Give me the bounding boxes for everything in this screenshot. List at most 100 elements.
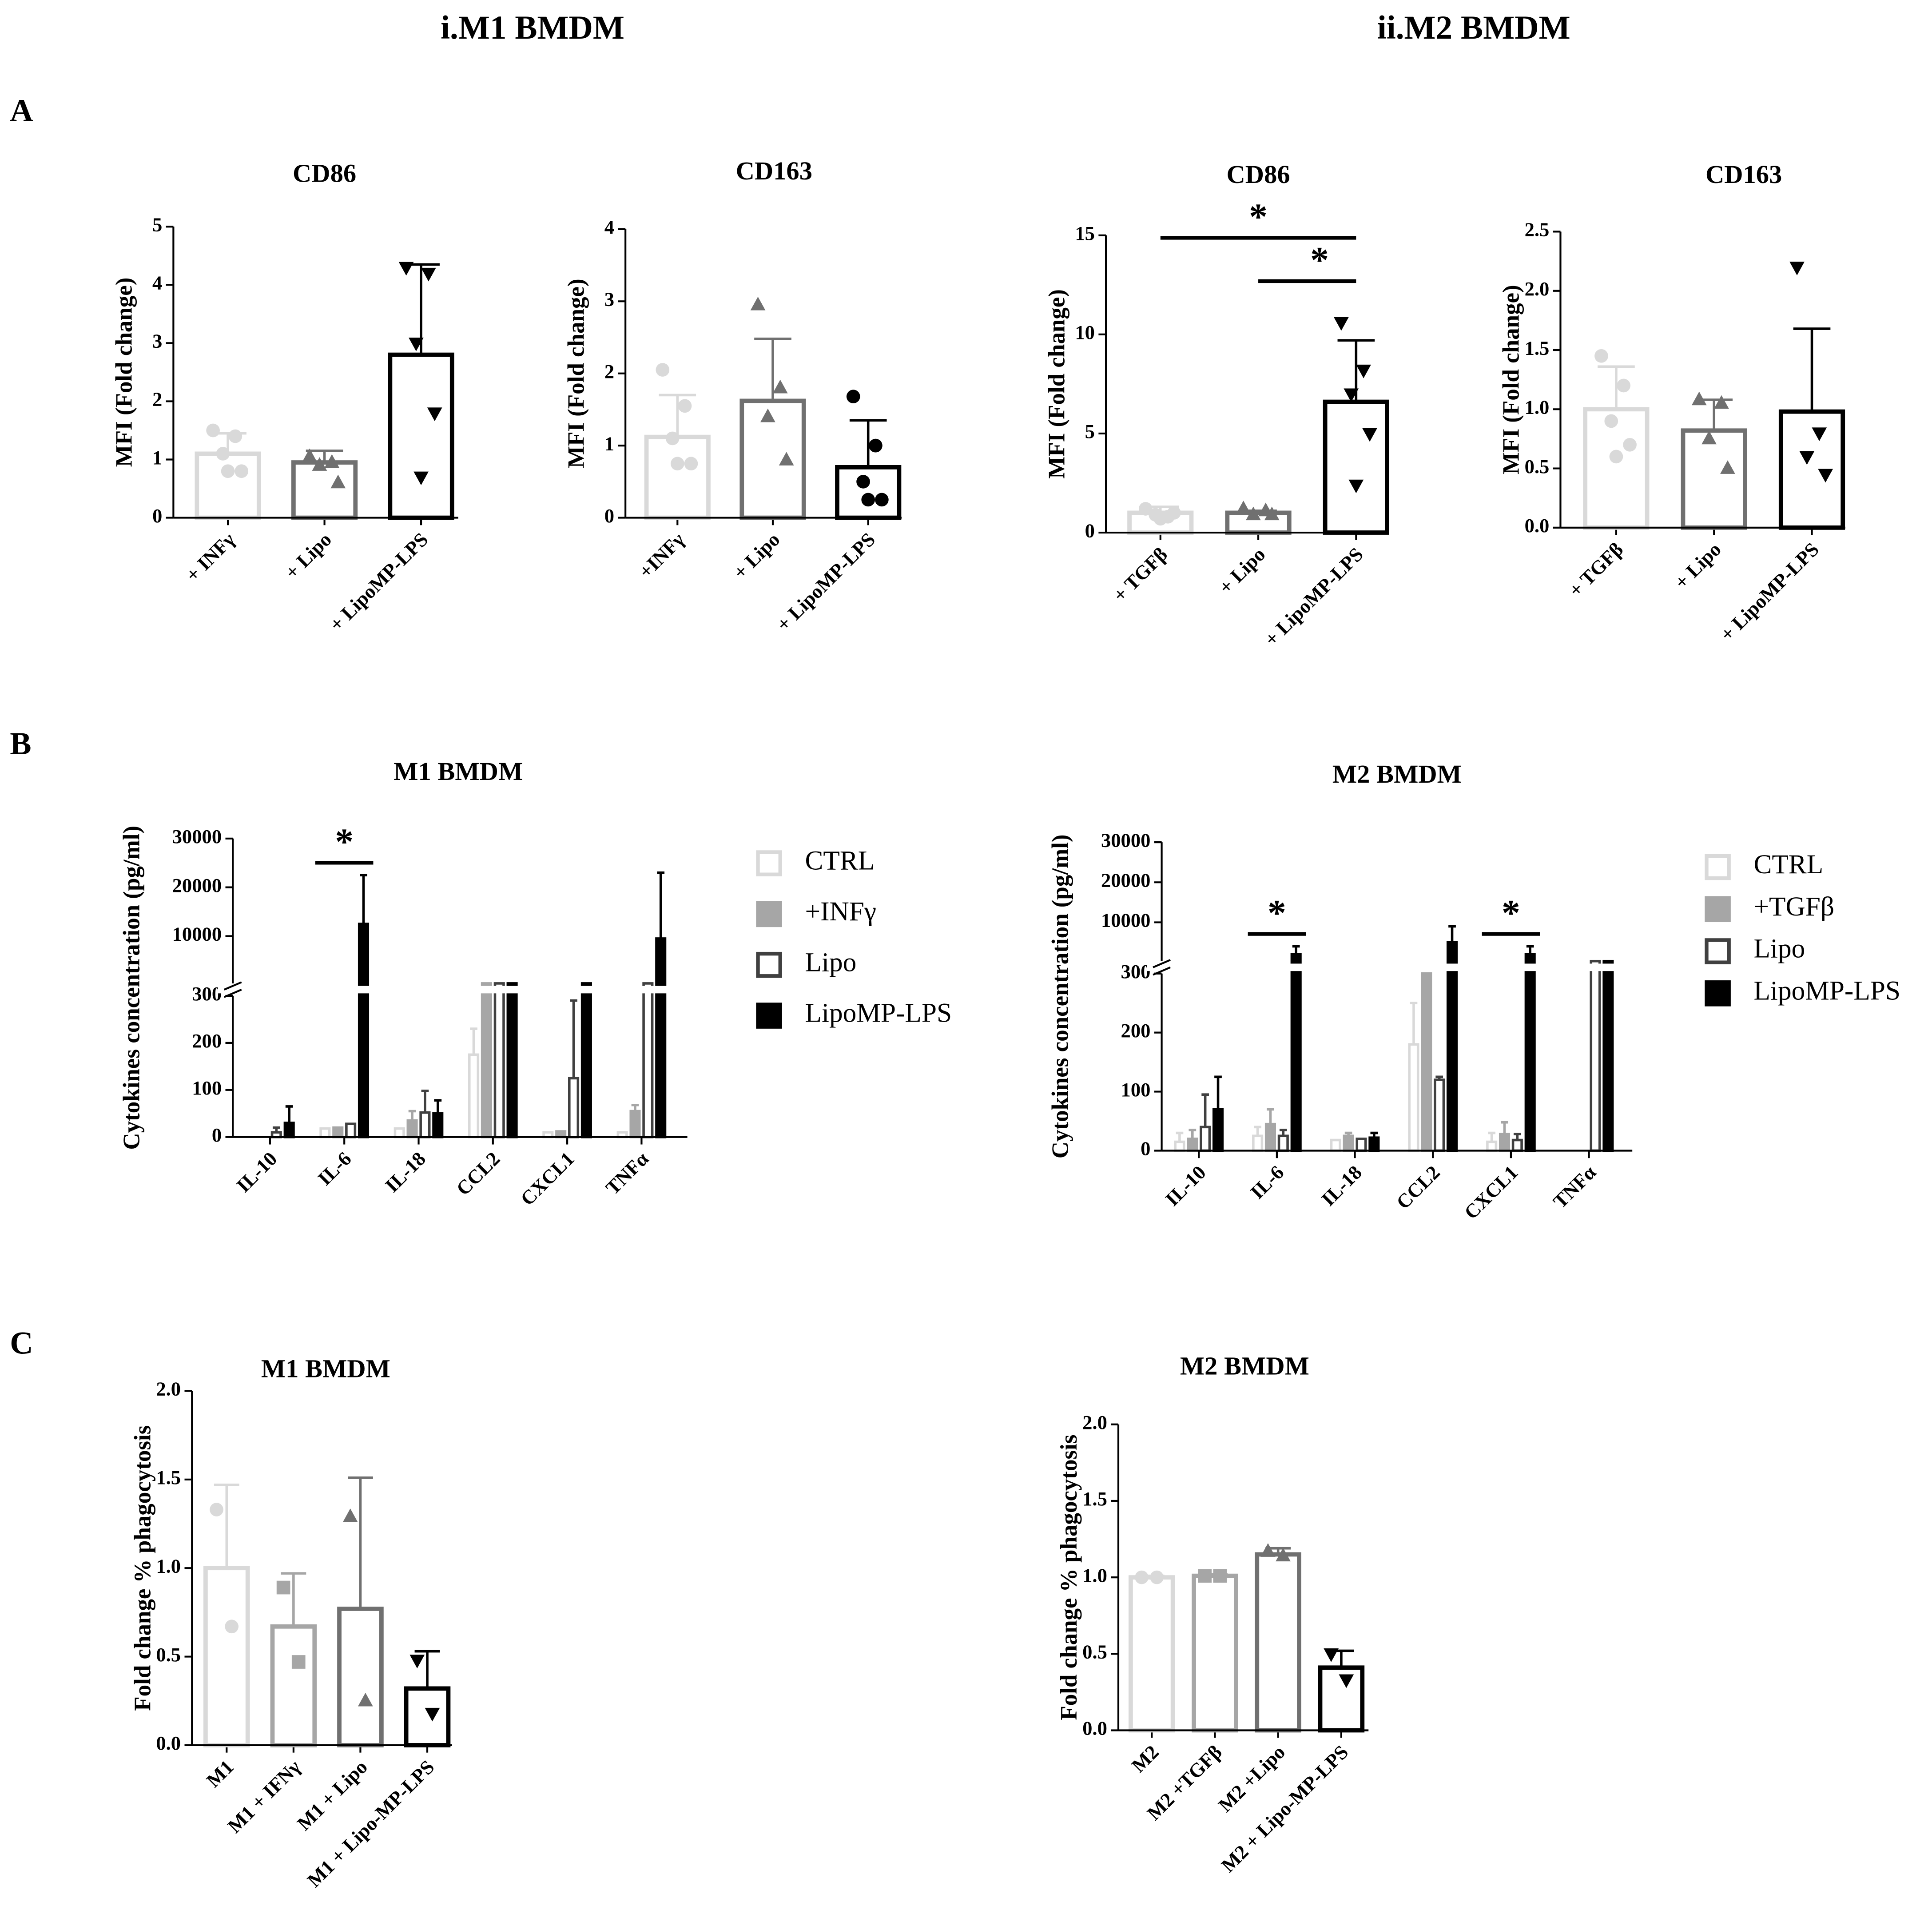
y-axis-label: MFI (Fold change): [1499, 285, 1524, 474]
legend-swatch: [756, 850, 782, 876]
bar: [319, 1127, 331, 1138]
y-tick-label: 1.0: [156, 1555, 181, 1577]
data-point: [772, 379, 788, 394]
bar: [388, 352, 454, 520]
y-tick-label: 200: [192, 1030, 222, 1052]
data-point: [1594, 349, 1608, 363]
data-point: [779, 452, 794, 466]
y-tick-label: 0: [1085, 519, 1095, 541]
bar: [1264, 1122, 1276, 1152]
bar: [1200, 1126, 1211, 1152]
data-point: [678, 399, 692, 413]
chart-title: M1 BMDM: [261, 1354, 390, 1383]
bar: [568, 1077, 580, 1138]
data-point: [1138, 502, 1153, 516]
break-mark: [1153, 959, 1171, 968]
y-tick-label: 2: [604, 360, 614, 382]
y-tick-label: 15: [1075, 222, 1095, 244]
data-point: [421, 267, 436, 282]
y-tick-label: 0: [1141, 1138, 1150, 1160]
x-tick-label: + TGFβ: [1109, 543, 1172, 606]
x-tick-label: +INFγ: [634, 528, 689, 583]
bar: [1681, 428, 1747, 530]
data-point: [1812, 427, 1827, 442]
bar: [1511, 1138, 1523, 1152]
significance-star: *: [1502, 892, 1520, 934]
y-axis-label: Cytokines concentration (pg/ml): [119, 826, 144, 1150]
data-point: [684, 457, 698, 471]
data-point: [750, 297, 766, 310]
x-tick-label: + Lipo: [1670, 538, 1725, 593]
y-tick-label: 200: [1121, 1019, 1151, 1042]
y-tick-label: 1.5: [1525, 337, 1550, 359]
chart-title: CD86: [1227, 160, 1290, 189]
legend-label: +INFγ: [805, 896, 877, 927]
x-tick-label: + LipoMP-LPS: [772, 528, 879, 636]
x-tick-label: + TGFβ: [1564, 538, 1627, 601]
y-tick-label: 2.0: [1525, 278, 1550, 300]
x-tick-label: TNFα: [601, 1147, 653, 1199]
x-tick-label: CCL2: [1392, 1161, 1444, 1214]
x-tick-label: IL-10: [1161, 1161, 1210, 1210]
chart-title: M2 BMDM: [1180, 1352, 1309, 1381]
y-tick-label: 1.0: [1082, 1564, 1107, 1586]
break-mark: [223, 981, 242, 991]
bar: [1499, 1133, 1511, 1152]
data-point: [427, 407, 442, 422]
y-tick-label: 2.5: [1525, 219, 1550, 241]
data-point: [210, 1503, 223, 1516]
data-point: [228, 429, 242, 443]
data-point: [656, 363, 670, 377]
legend-label: Lipo: [805, 947, 857, 977]
y-tick-label: 0.0: [156, 1732, 181, 1754]
bar: [1524, 953, 1536, 1152]
bar: [1330, 1138, 1341, 1152]
data-point: [398, 262, 414, 276]
y-tick-label: 1: [152, 446, 162, 469]
chart-title: CD163: [736, 156, 812, 185]
legend-swatch: [1705, 938, 1731, 964]
chart-title: M2 BMDM: [1332, 760, 1462, 788]
y-tick-label: 4: [604, 216, 614, 238]
legend-swatch: [1705, 854, 1731, 880]
data-point: [1324, 1648, 1339, 1662]
data-point: [225, 1620, 239, 1634]
y-tick-label: 1.0: [1525, 396, 1550, 418]
y-tick-label: 10000: [1101, 909, 1151, 931]
data-point: [1604, 414, 1618, 428]
data-point: [1799, 451, 1815, 465]
x-tick-label: M1 + IFNγ: [223, 1755, 305, 1837]
bar: [1356, 1138, 1367, 1152]
bar: [1583, 407, 1650, 530]
data-point: [1348, 479, 1364, 493]
y-tick-label: 5: [152, 214, 162, 236]
y-tick-label: 1.5: [1082, 1488, 1107, 1510]
x-tick-label: CXCL1: [1460, 1161, 1523, 1224]
data-point: [324, 454, 340, 468]
data-point: [1720, 460, 1735, 474]
y-tick-label: 0.0: [1082, 1717, 1107, 1739]
bar: [1590, 959, 1601, 1152]
y-tick-label: 30000: [172, 825, 222, 848]
bar: [406, 1119, 418, 1138]
data-point: [1362, 428, 1377, 442]
data-point: [235, 464, 249, 478]
y-tick-label: 10: [1075, 321, 1095, 343]
bar: [291, 460, 358, 520]
x-tick-label: IL-10: [232, 1147, 282, 1197]
data-point: [1334, 317, 1349, 331]
legend-label: LipoMP-LPS: [805, 998, 952, 1028]
panel-label: B: [10, 725, 31, 761]
bar: [506, 982, 518, 1138]
x-tick-label: M2: [1127, 1741, 1163, 1777]
y-tick-label: 0.5: [1082, 1641, 1107, 1663]
data-point: [1701, 430, 1717, 445]
y-tick-label: 30000: [1101, 829, 1151, 851]
x-tick-label: + LipoMP-LPS: [1716, 538, 1823, 645]
bar: [1277, 1134, 1289, 1152]
data-point: [1246, 506, 1261, 521]
data-point: [1623, 438, 1637, 452]
data-point: [760, 408, 775, 422]
x-tick-label: IL-6: [314, 1147, 356, 1190]
